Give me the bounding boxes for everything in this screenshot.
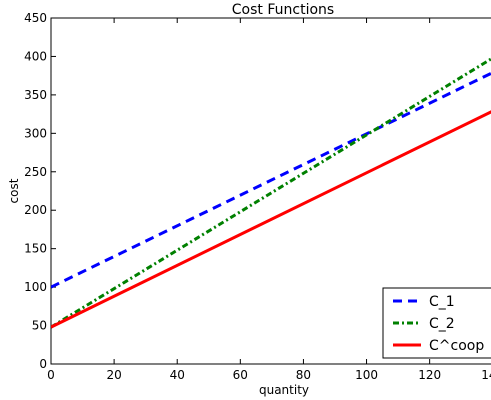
legend-label: C^coop — [429, 338, 484, 354]
x-axis-label: quantity — [259, 383, 309, 397]
x-axis: 0 20 40 60 80 100 120 140 — [47, 18, 491, 382]
y-tick-label: 100 — [24, 280, 47, 294]
y-axis-label: cost — [7, 178, 21, 203]
x-tick-label: 80 — [296, 368, 311, 382]
y-tick-label: 450 — [24, 11, 47, 25]
y-tick-label: 350 — [24, 88, 47, 102]
y-tick-label: 200 — [24, 203, 47, 217]
series-line-3 — [51, 110, 491, 329]
y-tick-label: 150 — [24, 242, 47, 256]
y-tick-label: 250 — [24, 165, 47, 179]
x-tick-label: 140 — [481, 368, 491, 382]
series-lines — [51, 57, 491, 329]
series-line-1 — [51, 71, 491, 289]
x-tick-label: 0 — [47, 368, 55, 382]
y-tick-label: 300 — [24, 126, 47, 140]
legend: C_1 C_2 C^coop — [382, 287, 491, 359]
x-tick-label: 120 — [418, 368, 441, 382]
x-tick-label: 60 — [233, 368, 248, 382]
y-tick-label: 50 — [32, 319, 47, 333]
legend-label: C_2 — [429, 316, 455, 332]
x-tick-label: 100 — [355, 368, 378, 382]
legend-label: C_1 — [429, 294, 455, 310]
y-axis: 0 50 100 150 200 250 300 350 400 450 — [24, 11, 56, 371]
x-tick-label: 40 — [170, 368, 185, 382]
y-tick-label: 0 — [39, 357, 47, 371]
y-tick-label: 400 — [24, 49, 47, 63]
chart-title: Cost Functions — [232, 2, 334, 18]
x-tick-label: 20 — [106, 368, 121, 382]
